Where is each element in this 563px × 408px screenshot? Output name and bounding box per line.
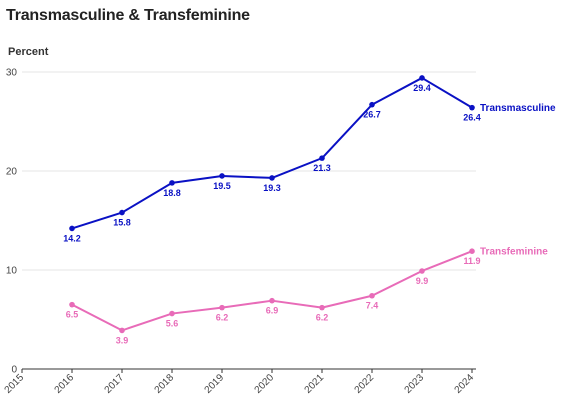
x-tick-label-2020: 2020 [253, 372, 277, 396]
y-axis-label: Percent [8, 46, 49, 58]
transmasculine-series-label: Transmasculine [480, 103, 556, 114]
transmasculine-point-2021 [319, 155, 325, 161]
y-tick-label-20: 20 [6, 167, 18, 178]
transfeminine-point-2022 [369, 292, 375, 299]
transfeminine-point-2020 [269, 297, 275, 304]
transfeminine-data-label-2023: 9.9 [416, 276, 429, 286]
transfeminine-line [71, 250, 473, 332]
transfeminine-data-label-2019: 6.2 [216, 313, 229, 323]
x-tick-label-2019: 2019 [203, 372, 227, 396]
chart-title: Transmasculine & Transfeminine [6, 7, 250, 24]
y-tick-label-30: 30 [6, 68, 18, 79]
transmasculine-line [71, 76, 473, 230]
transfeminine-point-2024 [469, 248, 475, 254]
y-tick-label-10: 10 [6, 266, 18, 277]
x-tick-label-2021: 2021 [303, 372, 327, 396]
x-tick-label-2015: 2015 [3, 372, 27, 396]
transfeminine-point-2019 [219, 304, 225, 311]
transmasculine-data-label-2022: 26.7 [363, 110, 381, 120]
x-tick-label-2017: 2017 [103, 372, 127, 396]
transmasculine-point-2017 [119, 209, 125, 216]
transfeminine-point-2016 [69, 301, 75, 308]
x-tick-label-2023: 2023 [403, 372, 427, 396]
x-tick-label-2018: 2018 [153, 372, 177, 396]
transfeminine-point-2018 [169, 310, 175, 317]
transmasculine-data-label-2024: 26.4 [463, 113, 481, 123]
transfeminine-data-label-2022: 7.4 [366, 301, 379, 311]
transfeminine-data-label-2020: 6.9 [266, 306, 279, 316]
transmasculine-data-label-2019: 19.5 [213, 181, 231, 191]
transfeminine-data-label-2018: 5.6 [166, 319, 179, 329]
x-tick-label-2022: 2022 [353, 372, 377, 396]
transmasculine-point-2024 [469, 104, 475, 111]
transfeminine-point-2021 [319, 304, 325, 311]
transfeminine-data-label-2017: 3.9 [116, 335, 129, 345]
y-tick-label-0: 0 [11, 365, 17, 376]
transmasculine-point-2016 [69, 225, 75, 232]
transmasculine-point-2020 [269, 175, 275, 181]
transmasculine-data-label-2021: 21.3 [313, 163, 331, 173]
transfeminine-point-2023 [419, 268, 425, 274]
transfeminine-data-label-2016: 6.5 [66, 310, 79, 320]
transfeminine-data-label-2021: 6.2 [316, 313, 329, 323]
transmasculine-point-2022 [369, 101, 375, 108]
transmasculine-data-label-2016: 14.2 [63, 233, 81, 243]
x-tick-label-2024: 2024 [453, 372, 477, 396]
transfeminine-point-2017 [119, 327, 125, 334]
transfeminine-data-label-2024: 11.9 [463, 256, 480, 266]
transmasculine-data-label-2023: 29.4 [413, 83, 431, 93]
transmasculine-data-label-2020: 19.3 [263, 183, 281, 193]
transmasculine-point-2018 [169, 180, 175, 186]
transfeminine-series-label: Transfeminine [480, 247, 548, 258]
transmasculine-point-2019 [219, 173, 225, 179]
transmasculine-point-2023 [419, 75, 425, 81]
x-tick-label-2016: 2016 [53, 372, 77, 396]
transmasculine-data-label-2017: 15.8 [113, 218, 131, 228]
transmasculine-data-label-2018: 18.8 [163, 188, 181, 198]
